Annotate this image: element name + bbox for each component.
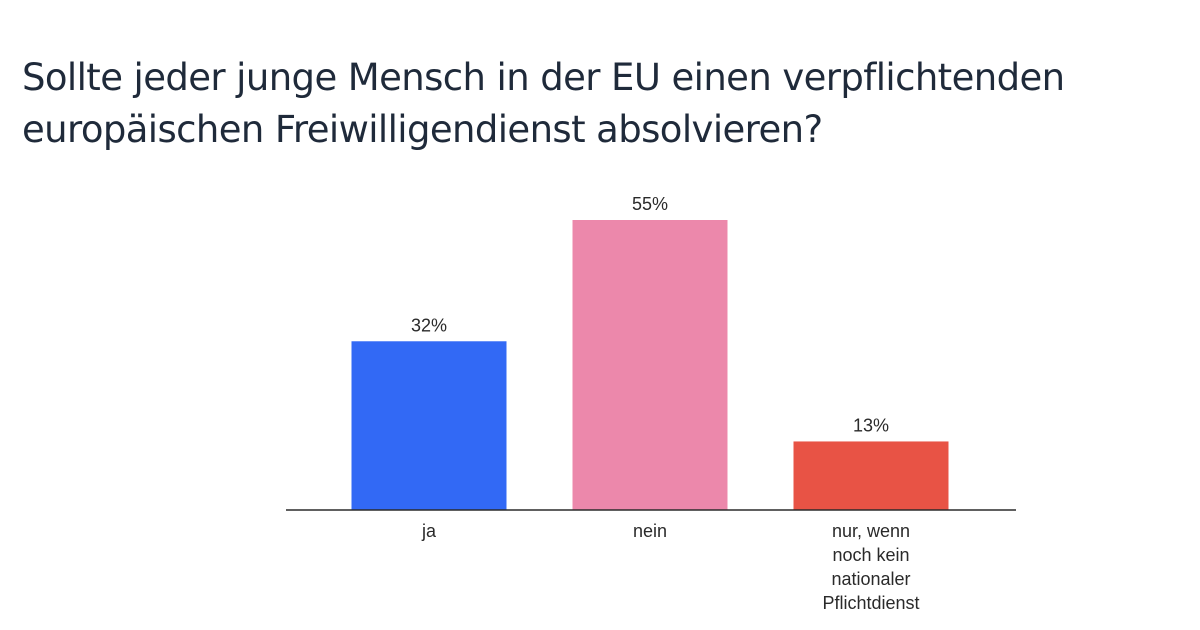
chart-title-line-2: europäischen Freiwilligendienst absolvie… xyxy=(22,108,823,151)
bar-3 xyxy=(793,441,949,510)
category-label-2: nein xyxy=(633,521,667,541)
bar-1 xyxy=(351,341,507,510)
bar-2 xyxy=(572,220,728,510)
value-label-2: 55% xyxy=(632,194,668,214)
chart-title: Sollte jeder junge Mensch in der EU eine… xyxy=(22,52,1162,156)
chart-title-line-1: Sollte jeder junge Mensch in der EU eine… xyxy=(22,56,1065,99)
category-label-3: nur, wenn noch kein nationaler Pflichtdiens… xyxy=(822,521,919,613)
bars-group: 32% ja 55% nein 13% nur, wenn noch kein nationa… xyxy=(351,194,949,613)
value-label-1: 32% xyxy=(411,315,447,335)
value-label-3: 13% xyxy=(853,415,889,435)
category-label-1: ja xyxy=(421,521,437,541)
